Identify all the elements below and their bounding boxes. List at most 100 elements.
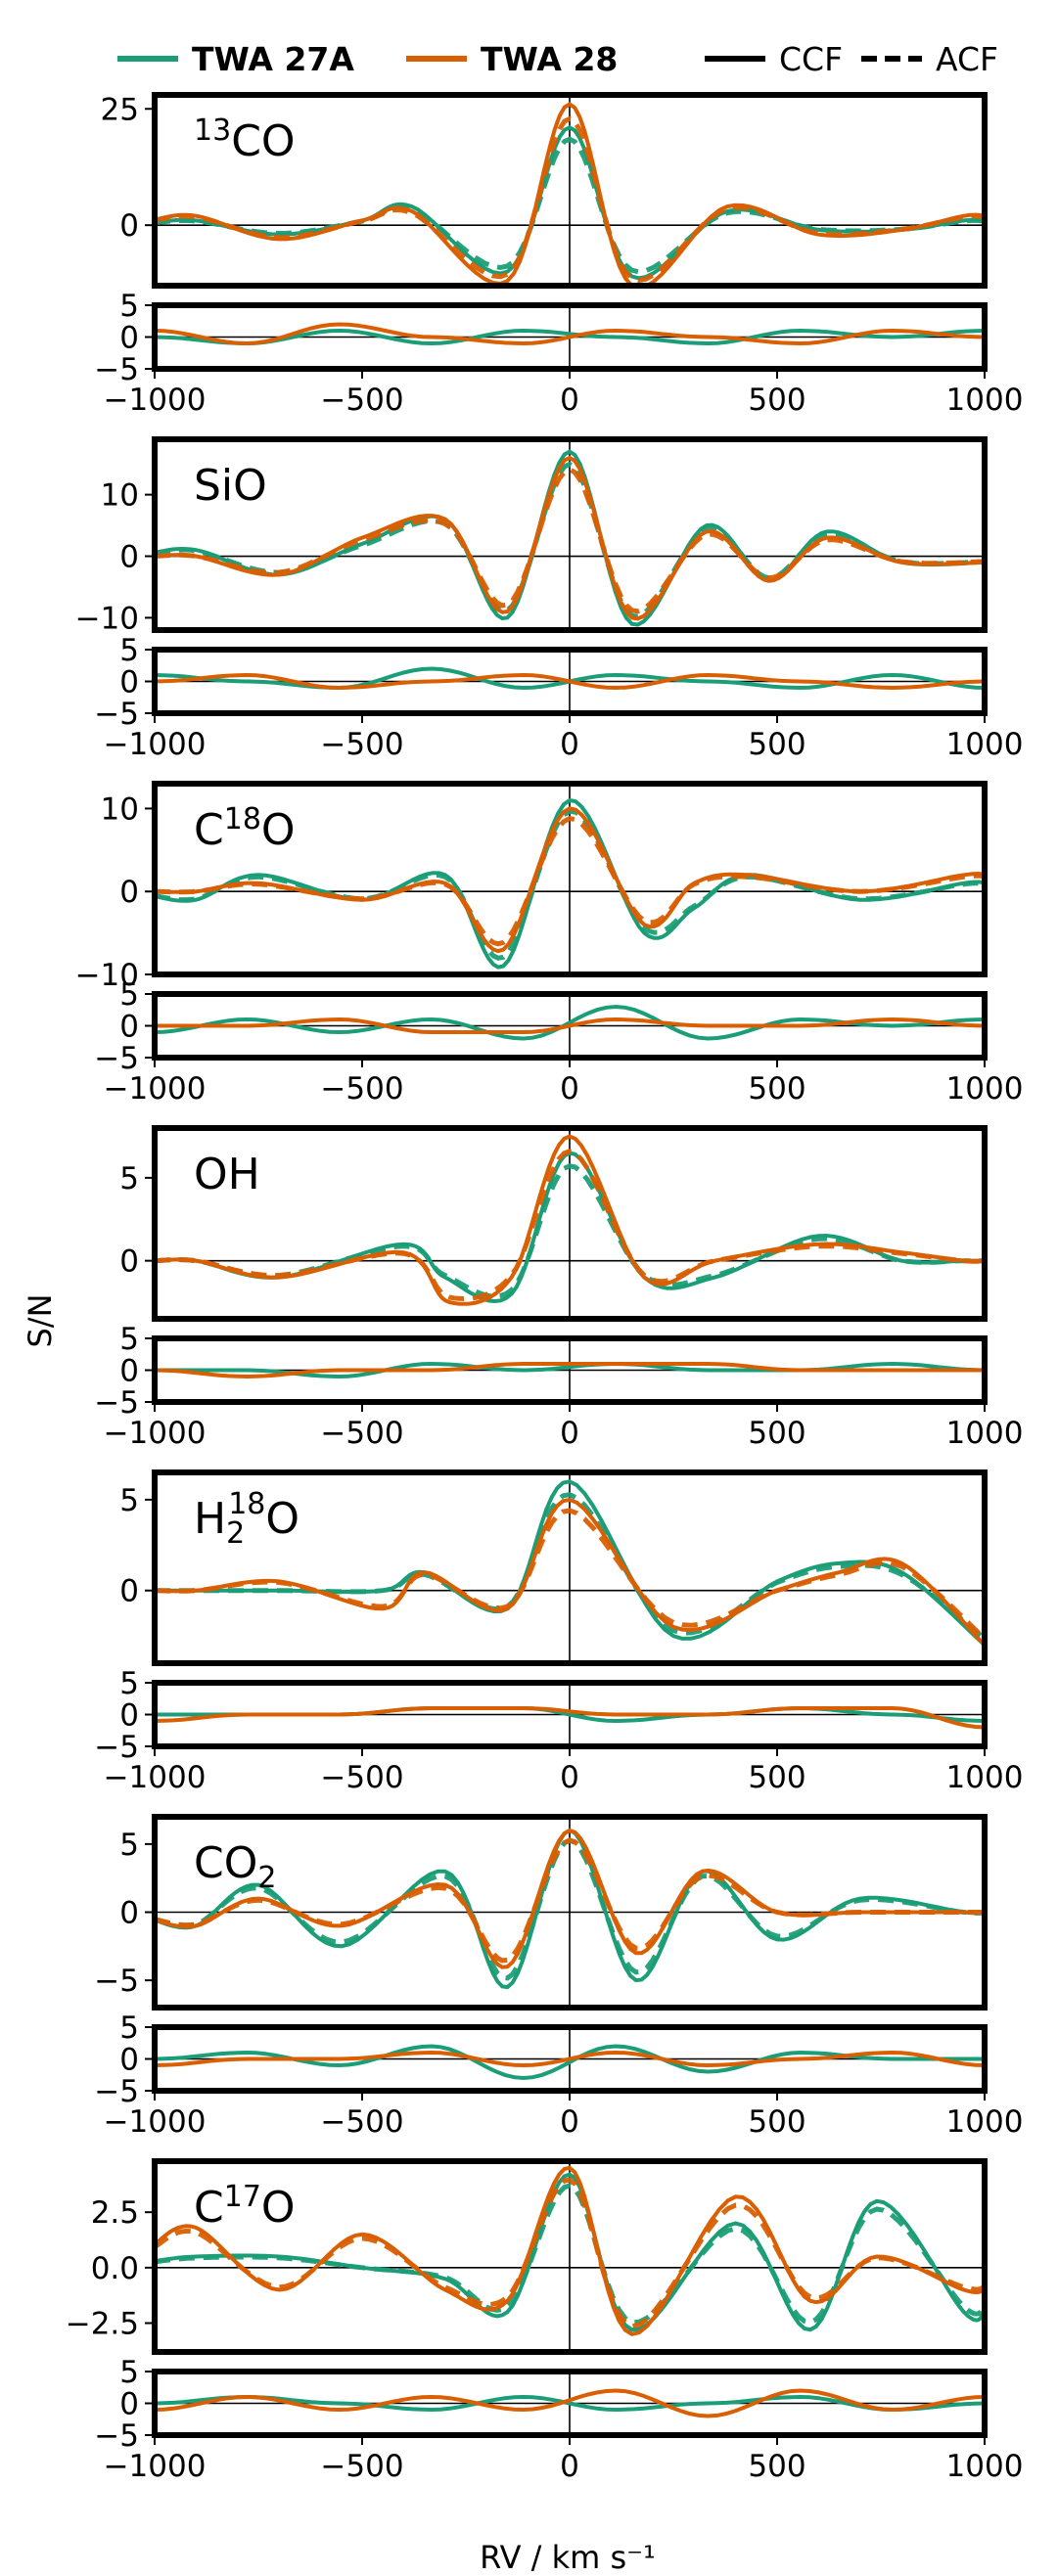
residual-line-twa-28 [155,322,985,346]
x-tick-label: 500 [748,2449,805,2484]
y-tick-label: 5 [119,1828,139,1863]
x-tick-label: 500 [748,1071,805,1107]
y-tick-label: −10 [75,601,139,636]
ccf-line-twa-27a [155,797,985,970]
x-tick-label: 1000 [946,383,1024,418]
legend: TWA 27A TWA 28 CCF ACF [117,40,998,78]
res-y-tick-label: 0 [119,665,139,700]
x-tick-label: 1000 [946,1071,1024,1107]
y-tick-label: −10 [75,958,139,993]
main-frame [152,436,988,633]
x-tick-label: −500 [320,383,403,418]
main-frame [152,2158,988,2355]
x-tick-label: 500 [748,727,805,762]
x-tick-label: 1000 [946,2449,1024,2484]
ccf-line-twa-28 [155,1828,985,1969]
main-frame [152,1125,988,1322]
y-tick-label: −2.5 [66,2307,139,2342]
x-tick-label: 0 [560,727,579,762]
y-tick-label: 0 [119,208,139,244]
y-tick-label: 0 [119,1244,139,1280]
x-tick-label: −1000 [104,727,207,762]
species-label-main: CO [194,1838,257,1888]
species-label-main: C [194,805,224,855]
x-tick-label: 0 [560,1760,579,1795]
res-y-tick-label: 5 [119,1666,139,1701]
x-tick-label: −1000 [104,1416,207,1451]
x-tick-label: 500 [748,383,805,418]
res-y-tick-label: 5 [119,289,139,324]
species-label-main: H [194,1494,226,1544]
y-tick-label: 0 [119,1896,139,1931]
legend-label-3: ACF [936,40,998,78]
y-tick-label: 10 [101,478,139,514]
res-y-tick-label: −5 [94,352,139,387]
res-y-tick-label: 0 [119,1698,139,1734]
res-y-tick-label: −5 [94,1385,139,1421]
x-tick-label: 0 [560,1416,579,1451]
y-tick-label: 0 [119,1574,139,1609]
res-y-tick-label: −5 [94,2074,139,2109]
x-tick-label: −1000 [104,2104,207,2140]
y-tick-label: 25 [101,92,139,127]
res-y-tick-label: −5 [94,697,139,732]
species-label: CO2 [194,1838,276,1895]
residual-line-twa-27a [155,328,985,346]
res-y-tick-label: 5 [119,1322,139,1357]
species-label-sub: 2 [257,1861,276,1895]
x-tick-label: −1000 [104,1760,207,1795]
ccf-line-twa-28 [155,806,985,954]
species-label-sup: 18 [224,802,261,836]
legend-label-2: CCF [779,40,843,78]
residual-line-twa-28 [155,1706,985,1730]
res-y-tick-label: 0 [119,2043,139,2078]
species-label-sup: 13 [194,113,231,148]
res-y-tick-label: −5 [94,1041,139,1076]
y-tick-label: 0 [119,540,139,575]
x-tick-label: 0 [560,383,579,418]
species-label: SiO [194,461,267,511]
ccf-line-twa-28 [155,455,985,621]
species-label-sup: 17 [224,2180,261,2214]
species-label-after: O [261,805,296,855]
x-tick-label: −500 [320,2104,403,2140]
x-tick-label: 0 [560,1071,579,1107]
res-y-tick-label: 5 [119,633,139,668]
ccf-line-twa-27a [155,2172,985,2332]
species-label: OH [194,1150,260,1199]
res-y-tick-label: 0 [119,1010,139,1045]
x-tick-label: −1000 [104,1071,207,1107]
residual-line-twa-27a [155,2394,985,2413]
residual-line-twa-28 [155,1017,985,1034]
ccf-line-twa-27a [155,1479,985,1650]
species-label: C17O [194,2180,296,2233]
species-label-main: CO [231,116,295,166]
ccf-line-twa-28 [155,2165,985,2337]
y-axis-label: S/N [22,1293,59,1347]
res-y-tick-label: 0 [119,1354,139,1389]
x-tick-label: −1000 [104,2449,207,2484]
main-frame [152,92,988,289]
y-tick-label: 0.0 [91,2251,139,2286]
species-label-after: O [261,2183,296,2233]
x-tick-label: 1000 [946,1760,1024,1795]
legend-label-1: TWA 28 [481,40,618,78]
x-axis-label: RV / km s⁻¹ [480,2539,656,2576]
residual-line-twa-28 [155,1362,985,1379]
x-tick-label: 500 [748,1760,805,1795]
x-tick-label: 1000 [946,2104,1024,2140]
res-y-tick-label: 5 [119,2355,139,2390]
x-tick-label: 0 [560,2104,579,2140]
y-tick-label: −5 [94,1964,139,1999]
x-tick-label: −500 [320,727,403,762]
y-tick-label: 5 [119,1161,139,1197]
res-y-tick-label: 0 [119,2387,139,2422]
res-y-tick-label: −5 [94,1730,139,1765]
species-label: C18O [194,802,296,855]
